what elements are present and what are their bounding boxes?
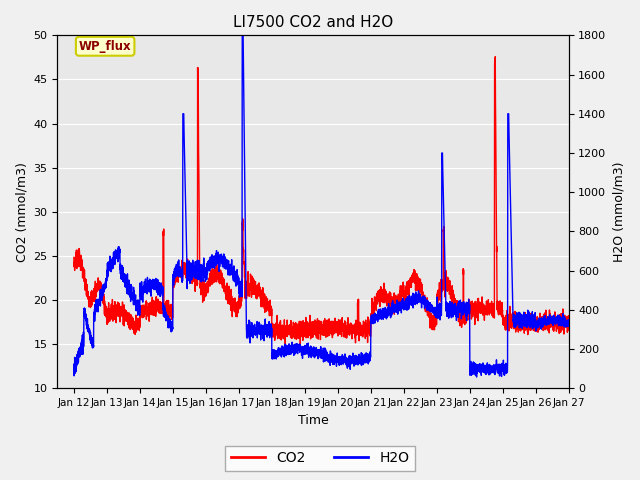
CO2 (129, 326, 137, 332)
Y-axis label: H2O (mmol/m3): H2O (mmol/m3) (612, 162, 625, 262)
H2O (473, 374, 481, 380)
Y-axis label: CO2 (mmol/m3): CO2 (mmol/m3) (15, 162, 28, 262)
H2O (539, 320, 547, 325)
Title: LI7500 CO2 and H2O: LI7500 CO2 and H2O (233, 15, 393, 30)
H2O (70, 367, 77, 372)
CO2 (517, 321, 525, 327)
CO2 (519, 324, 527, 330)
CO2 (296, 342, 304, 348)
CO2 (492, 54, 499, 60)
CO2 (539, 321, 547, 327)
X-axis label: Time: Time (298, 414, 328, 427)
CO2 (380, 286, 387, 292)
H2O (238, 33, 246, 38)
Text: WP_flux: WP_flux (79, 40, 131, 53)
Line: H2O: H2O (74, 36, 568, 377)
H2O (260, 325, 268, 331)
CO2 (564, 323, 572, 329)
Line: CO2: CO2 (74, 57, 568, 345)
H2O (564, 322, 572, 328)
H2O (129, 295, 137, 301)
H2O (517, 324, 525, 330)
H2O (519, 319, 527, 325)
H2O (380, 306, 387, 312)
Legend: CO2, H2O: CO2, H2O (225, 445, 415, 471)
CO2 (70, 254, 77, 260)
CO2 (259, 297, 267, 303)
